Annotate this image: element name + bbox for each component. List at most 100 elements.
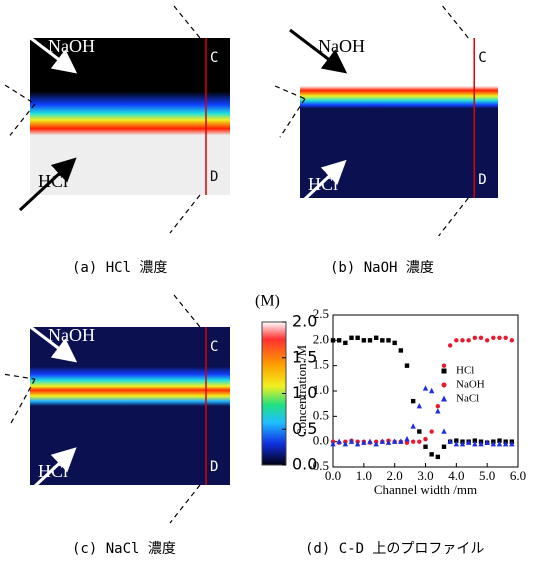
colorbar-tick-label: 1.0: [292, 383, 317, 402]
point: [343, 340, 348, 346]
guide-line: [274, 85, 306, 100]
x-tick-label: 1.0: [356, 468, 372, 483]
inlet-arrow: [19, 28, 78, 74]
point: [348, 438, 355, 444]
point: [416, 403, 423, 409]
colorbar-unit: (M): [255, 293, 280, 310]
point: [423, 444, 428, 449]
point: [428, 387, 435, 394]
inlet-arrow: [19, 317, 78, 363]
point: [447, 343, 453, 348]
x-tick-label: 6.0: [510, 468, 526, 483]
point: [472, 438, 478, 443]
point: [349, 335, 354, 340]
legend-marker: [441, 382, 447, 388]
interface-band: [300, 86, 498, 109]
point: [398, 348, 404, 353]
legend-marker: [441, 395, 447, 402]
image-label: C: [478, 50, 486, 66]
point: [367, 338, 373, 343]
image-label: NaOH: [48, 325, 95, 345]
guide-line: [173, 294, 201, 328]
point: [373, 441, 379, 447]
legend-label: HCl: [456, 365, 474, 377]
point: [336, 338, 342, 343]
inlet-arrow: [289, 28, 348, 74]
y-tick-label: 2.0: [313, 331, 329, 346]
x-tick-label: 2.0: [387, 468, 403, 483]
y-tick-label: 1.5: [313, 357, 329, 372]
image-label: HCl: [38, 461, 68, 481]
caption: (b) NaOH 濃度: [330, 260, 434, 276]
image-label: C: [210, 50, 218, 66]
point: [361, 439, 367, 445]
colorbar-tick-label: 2.0: [292, 312, 317, 331]
point: [441, 363, 447, 368]
guide-line: [169, 194, 201, 234]
point: [460, 338, 465, 343]
point: [410, 423, 416, 429]
colorbar-tick-label: 1.5: [292, 347, 317, 366]
guide-line: [169, 484, 201, 524]
point: [398, 438, 404, 444]
point: [459, 441, 466, 447]
caption: (c) NaCl 濃度: [72, 541, 176, 557]
point: [330, 338, 336, 343]
colorbar-tick-label: 0.5: [292, 419, 317, 438]
point: [391, 438, 398, 444]
point: [404, 440, 410, 445]
image-label: D: [210, 459, 218, 475]
legend-marker: [441, 368, 447, 374]
inlet-arrow: [18, 157, 77, 212]
point: [330, 441, 336, 447]
point: [429, 452, 434, 457]
point: [342, 441, 349, 447]
point: [441, 444, 447, 449]
y-tick-label: 1.0: [313, 382, 329, 397]
point: [386, 338, 391, 343]
point: [441, 428, 447, 434]
point: [509, 338, 515, 343]
colorbar-tick-label: 0.0: [292, 455, 317, 474]
x-axis-label: Channel width /mm: [374, 482, 477, 497]
x-tick-label: 3.0: [417, 468, 433, 483]
point: [367, 438, 373, 444]
point: [497, 438, 502, 443]
point: [491, 335, 496, 340]
point: [465, 439, 472, 445]
y-tick-label: 2.5: [313, 306, 329, 321]
guide-line: [173, 5, 201, 39]
point: [509, 441, 515, 447]
point: [453, 441, 460, 447]
point: [354, 441, 361, 447]
caption: (d) C-D 上のプロファイル: [305, 541, 484, 557]
point: [435, 404, 441, 409]
image-label: D: [478, 172, 486, 188]
point: [435, 454, 441, 460]
interface-band: [30, 366, 230, 406]
point: [497, 335, 502, 340]
point: [472, 441, 478, 447]
guide-line: [438, 197, 469, 237]
point: [410, 398, 416, 404]
point: [379, 438, 386, 444]
point: [478, 335, 484, 340]
legend-label: NaCl: [456, 393, 479, 405]
point: [417, 439, 422, 444]
point: [454, 438, 459, 443]
point: [373, 335, 379, 340]
point: [417, 429, 422, 434]
guide-line: [442, 5, 469, 39]
point: [385, 439, 392, 445]
point: [454, 338, 459, 343]
point: [404, 363, 410, 368]
y-tick-label: -0.5: [308, 458, 329, 473]
image-label: HCl: [38, 171, 68, 191]
image-label: C: [210, 339, 218, 355]
plot-frame: [332, 314, 519, 468]
point: [496, 441, 503, 447]
inlet-arrow: [18, 447, 77, 502]
point: [355, 335, 360, 340]
image-label: D: [210, 169, 218, 185]
inlet-arrow: [288, 159, 347, 215]
